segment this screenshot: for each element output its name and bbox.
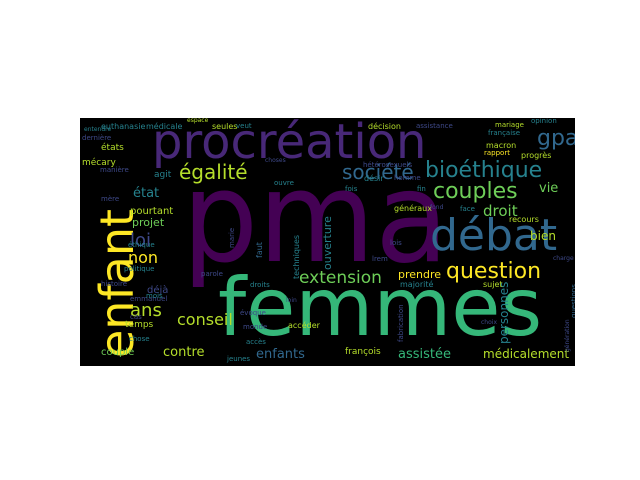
word-decision: décision — [368, 122, 401, 131]
word-fois: fois — [345, 185, 358, 193]
word-generaux: généraux — [394, 204, 432, 213]
word-etat: état — [133, 186, 160, 201]
word-evoque: évoque — [240, 309, 266, 317]
word-assistee: assistée — [398, 347, 451, 362]
word-loi: loi — [130, 230, 152, 251]
word-techniques: techniques — [292, 234, 301, 279]
word-mois: mois — [146, 292, 163, 300]
word-entendre: entendre — [84, 126, 112, 133]
word-egalite: égalité — [179, 160, 248, 184]
word-choses: choses — [265, 157, 286, 164]
word-etats: états — [101, 143, 124, 153]
word-mere: mère — [101, 195, 120, 203]
word-opinion: opinion — [531, 118, 557, 125]
word-parole: parole — [201, 270, 223, 278]
word-sujet: sujet — [483, 280, 503, 289]
word-seules: seules — [212, 122, 238, 131]
word-ethique: éthique — [128, 241, 155, 249]
word-cas: cas — [130, 313, 142, 321]
word-ouvre: ouvre — [274, 179, 294, 187]
word-fond: fond — [430, 204, 444, 211]
word-ouverture: ouverture — [321, 216, 334, 270]
word-majorite: majorité — [400, 280, 434, 289]
word-procreation: procréation — [152, 118, 427, 170]
word-monde: monde — [243, 323, 268, 331]
word-temps: temps — [125, 320, 154, 330]
word-pourtant: pourtant — [130, 206, 174, 217]
word-heterosexuels: hétérosexuels — [363, 161, 413, 169]
word-questions: questions — [570, 284, 575, 318]
word-question: question — [446, 259, 542, 284]
word-pma: pma — [182, 145, 449, 292]
word-generation: génération — [564, 319, 571, 352]
word-maniere: manière — [100, 166, 129, 174]
word-gpa: gpa — [537, 126, 575, 151]
word-extension: extension — [299, 268, 382, 288]
word-femmes: femmes — [218, 261, 543, 354]
word-acceder: accéder — [288, 321, 320, 330]
word-derniere: dernière — [82, 134, 112, 142]
word-charge: charge — [553, 255, 574, 262]
word-faut: faut — [255, 242, 264, 258]
word-choix: choix — [481, 319, 497, 326]
word-personnes: personnes — [497, 281, 511, 344]
word-medicalement: médicalement — [483, 347, 570, 361]
word-politique: politique — [124, 265, 155, 273]
word-bien: bien — [530, 229, 556, 243]
word-deja: déjà — [147, 285, 169, 296]
word-francois: françois — [345, 347, 381, 357]
word-veut: veut — [236, 122, 252, 130]
word-cloud: pma femmes procréation enfant débat bioé… — [80, 118, 575, 366]
word-medicale: médicale — [146, 122, 183, 131]
word-face: face — [460, 205, 475, 213]
word-emmanuel: emmanuel — [130, 295, 168, 303]
word-vie: vie — [539, 181, 559, 196]
word-fin: fin — [417, 185, 426, 193]
word-chose: chose — [129, 335, 150, 343]
word-recours: recours — [509, 215, 539, 224]
word-espace: espace — [187, 118, 209, 124]
word-acces: accès — [246, 338, 266, 346]
word-assistance: assistance — [416, 122, 453, 130]
word-desir: désir — [364, 174, 384, 183]
word-jeunes: jeunes — [227, 355, 251, 363]
word-bioethique: bioéthique — [425, 158, 543, 183]
word-conseil: conseil — [177, 310, 233, 329]
word-droits: droits — [250, 281, 270, 289]
word-agit: agit — [154, 170, 172, 180]
word-debat: débat — [430, 210, 558, 261]
word-loin: loin — [286, 297, 297, 304]
word-euthanasie: euthanasie — [101, 122, 146, 131]
word-lois: lois — [390, 239, 402, 247]
word-societe: société — [342, 160, 414, 184]
word-lrem: lrem — [372, 255, 388, 263]
word-enfants: enfants — [256, 347, 305, 362]
word-non: non — [128, 248, 159, 267]
word-fabrication: fabrication — [397, 304, 405, 342]
word-macron: macron — [486, 141, 517, 150]
word-francaise: française — [488, 129, 521, 137]
word-marie: marie — [228, 227, 236, 248]
word-rapport: rapport — [484, 149, 510, 157]
word-progres: progrès — [521, 151, 552, 160]
word-mariage: mariage — [495, 121, 524, 129]
word-droit: droit — [483, 202, 518, 220]
word-contre: contre — [163, 345, 205, 360]
word-histoire: histoire — [101, 280, 128, 288]
word-projet: projet — [132, 216, 165, 229]
word-couple: couple — [101, 347, 135, 358]
word-mecary: mécary — [82, 158, 116, 168]
word-couples: couples — [433, 179, 518, 204]
word-homme: homme — [394, 174, 421, 182]
word-ans: ans — [130, 300, 162, 321]
word-prendre: prendre — [398, 268, 442, 281]
